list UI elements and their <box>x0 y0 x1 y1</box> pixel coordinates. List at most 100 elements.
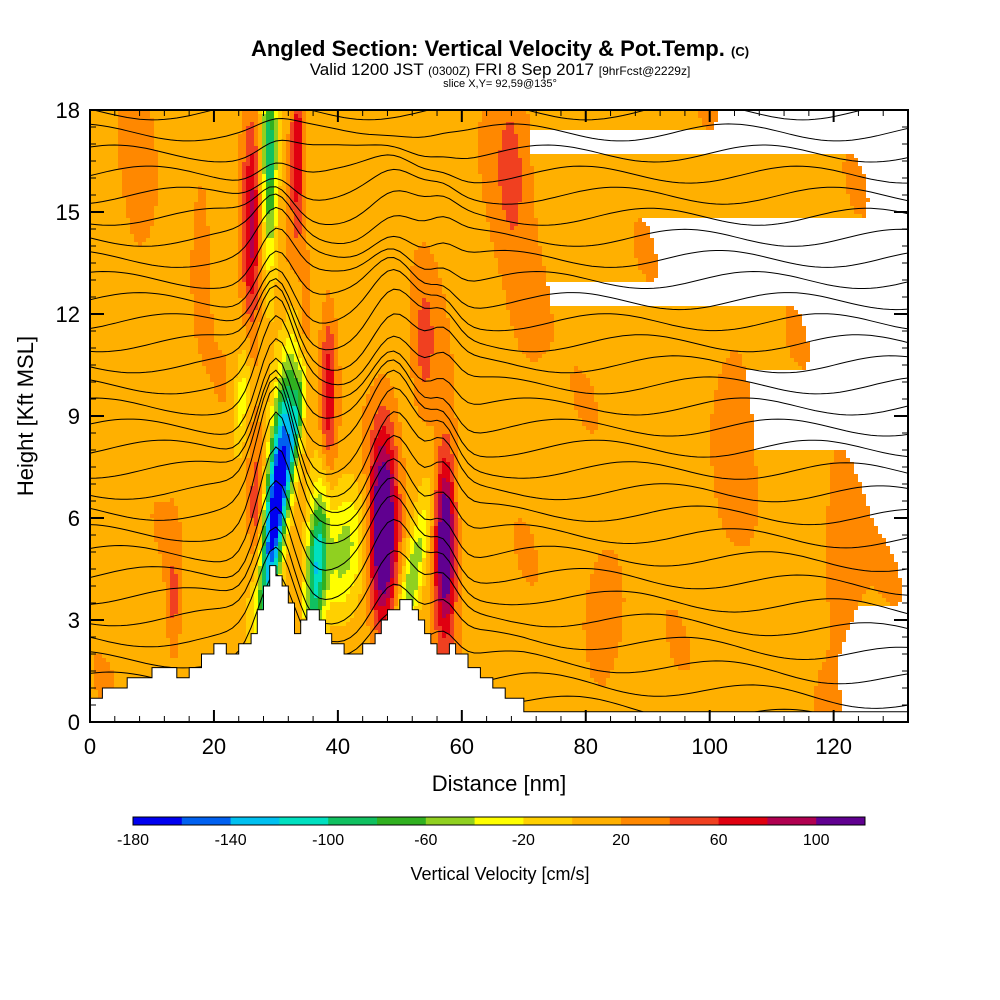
field-cell <box>490 238 538 242</box>
field-cell <box>254 126 258 130</box>
field-cell <box>374 522 394 526</box>
field-cell <box>302 394 306 398</box>
field-cell <box>330 574 338 578</box>
field-cell <box>338 438 362 442</box>
field-cell <box>554 326 786 330</box>
field-cell <box>406 502 414 506</box>
field-cell <box>530 126 706 130</box>
field-cell <box>318 398 322 402</box>
field-cell <box>314 546 322 550</box>
field-cell <box>246 234 250 238</box>
field-cell <box>418 246 430 250</box>
field-cell <box>394 522 398 526</box>
field-cell <box>634 246 654 250</box>
field-cell <box>322 350 334 354</box>
field-cell <box>862 598 886 602</box>
field-cell <box>218 342 250 346</box>
field-cell <box>786 306 794 310</box>
field-cell <box>126 198 158 202</box>
field-cell <box>574 366 578 370</box>
field-cell <box>298 438 302 442</box>
field-cell <box>546 270 642 274</box>
field-cell <box>326 506 330 510</box>
field-cell <box>242 162 250 166</box>
field-cell <box>310 510 314 514</box>
field-cell <box>266 302 274 306</box>
field-cell <box>278 170 282 174</box>
field-cell <box>258 274 262 278</box>
field-cell <box>398 462 406 466</box>
field-cell <box>338 506 354 510</box>
field-cell <box>302 438 306 442</box>
field-cell <box>206 370 226 374</box>
field-cell <box>830 638 846 642</box>
theta-contour-line <box>90 546 908 661</box>
field-cell <box>538 562 594 566</box>
field-cell <box>182 546 250 550</box>
field-cell <box>302 422 306 426</box>
field-cell <box>262 178 266 182</box>
field-cell <box>394 478 398 482</box>
field-cell <box>358 518 362 522</box>
field-cell <box>262 174 266 178</box>
field-cell <box>302 330 310 334</box>
field-cell <box>434 618 438 622</box>
field-cell <box>302 170 306 174</box>
field-cell <box>350 558 358 562</box>
field-cell <box>746 366 802 370</box>
field-cell <box>290 122 294 126</box>
field-cell <box>430 614 434 618</box>
field-cell <box>302 186 306 190</box>
field-cell <box>274 118 278 122</box>
field-cell <box>278 218 286 222</box>
field-cell <box>218 346 250 350</box>
field-cell <box>210 302 242 306</box>
field-cell <box>666 630 686 634</box>
field-cell <box>90 186 122 190</box>
field-cell <box>158 174 238 178</box>
field-cell <box>514 534 534 538</box>
field-cell <box>590 662 614 666</box>
field-cell <box>434 518 438 522</box>
field-cell <box>370 502 374 506</box>
field-cell <box>338 426 362 430</box>
field-cell <box>366 502 370 506</box>
field-cell <box>326 338 334 342</box>
field-cell <box>290 450 294 454</box>
field-cell <box>278 566 282 570</box>
field-cell <box>826 566 898 570</box>
field-cell <box>818 678 838 682</box>
field-cell <box>326 362 330 366</box>
field-cell <box>614 658 674 662</box>
field-cell <box>294 306 302 310</box>
field-cell <box>190 282 210 286</box>
field-cell <box>462 646 586 650</box>
field-cell <box>274 550 278 554</box>
field-cell <box>278 362 282 366</box>
field-cell <box>118 146 154 150</box>
field-cell <box>370 626 374 630</box>
field-cell <box>262 478 266 482</box>
colorbar-swatch <box>669 817 720 825</box>
field-cell <box>478 134 502 138</box>
field-cell <box>598 682 606 686</box>
field-cell <box>374 578 378 582</box>
field-cell <box>394 498 398 502</box>
field-cell <box>270 422 274 426</box>
field-cell <box>294 210 302 214</box>
field-cell <box>390 474 394 478</box>
field-cell <box>274 454 278 458</box>
field-cell <box>298 330 302 334</box>
field-cell <box>258 338 278 342</box>
field-cell <box>454 502 458 506</box>
field-cell <box>478 146 502 150</box>
field-cell <box>274 166 278 170</box>
field-cell <box>274 162 278 166</box>
field-cell <box>90 386 214 390</box>
field-cell <box>274 250 278 254</box>
field-cell <box>434 342 450 346</box>
field-cell <box>438 562 450 566</box>
field-cell <box>482 110 526 114</box>
field-cell <box>710 418 754 422</box>
field-cell <box>410 294 446 298</box>
